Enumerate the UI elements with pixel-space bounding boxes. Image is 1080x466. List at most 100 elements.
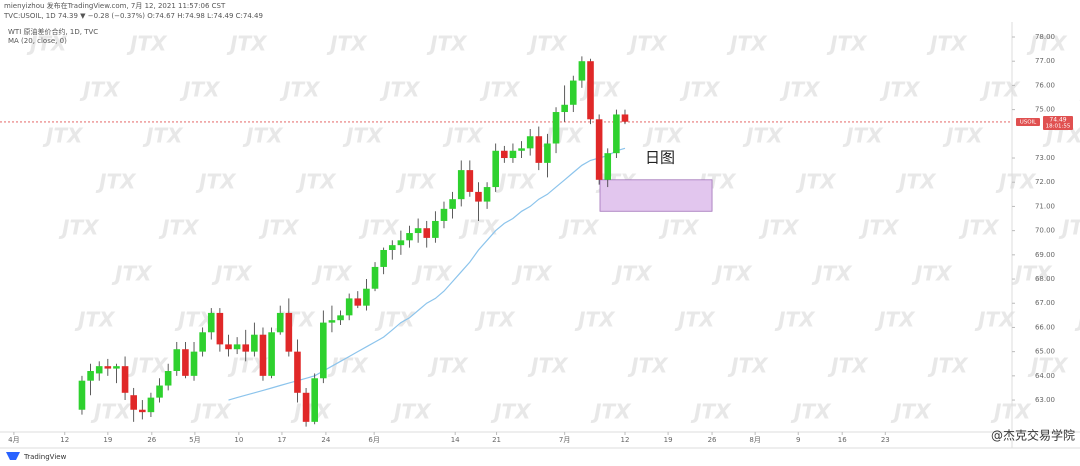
watermark: JTX bbox=[295, 170, 337, 194]
watermark: JTX bbox=[826, 32, 868, 56]
watermark: JTX bbox=[526, 32, 568, 56]
x-tick-label: 26 bbox=[147, 436, 156, 444]
watermark: JTX bbox=[842, 124, 884, 148]
watermark: JTX bbox=[911, 262, 953, 286]
watermark: JTX bbox=[926, 32, 968, 56]
candle-body bbox=[207, 312, 215, 333]
candle-body bbox=[78, 380, 86, 410]
candle-body bbox=[526, 136, 534, 149]
candle-body bbox=[259, 334, 267, 376]
watermark: JTX bbox=[995, 170, 1037, 194]
x-tick-label: 14 bbox=[451, 436, 460, 444]
candle-body bbox=[552, 112, 560, 144]
candle-body bbox=[466, 170, 474, 192]
x-tick-label: 21 bbox=[492, 436, 501, 444]
candle-body bbox=[414, 228, 422, 234]
watermark: JTX bbox=[358, 216, 400, 240]
watermark: JTX bbox=[127, 354, 169, 378]
candle-body bbox=[604, 153, 612, 180]
watermark: JTX bbox=[74, 308, 116, 332]
watermark: JTX bbox=[474, 308, 516, 332]
watermark: JTX bbox=[311, 262, 353, 286]
price-tag: USOIL bbox=[1020, 119, 1037, 125]
candle-body bbox=[423, 228, 431, 238]
candle-body bbox=[363, 288, 370, 306]
candle-body bbox=[294, 351, 301, 393]
watermark: JTX bbox=[290, 400, 332, 424]
watermark: JTX bbox=[558, 216, 600, 240]
watermark: JTX bbox=[726, 32, 768, 56]
candle-body bbox=[173, 349, 181, 372]
watermark: JTX bbox=[258, 216, 300, 240]
candle-body bbox=[457, 170, 465, 200]
watermark: JTX bbox=[790, 400, 832, 424]
symbol-info: TVC:USOIL, 1D 74.39 ▼ −0.28 (−0.37%) O:7… bbox=[3, 12, 263, 20]
watermark: JTX bbox=[79, 78, 121, 102]
candle-body bbox=[449, 199, 456, 209]
watermark: JTX bbox=[590, 400, 632, 424]
watermark: JTX bbox=[874, 308, 916, 332]
watermark: JTX bbox=[427, 354, 469, 378]
watermark: JTX bbox=[979, 78, 1021, 102]
watermark: JTX bbox=[827, 354, 869, 378]
watermark: JTX bbox=[1026, 32, 1068, 56]
candle-body bbox=[345, 298, 353, 316]
candle-body bbox=[380, 249, 387, 267]
countdown: 18:01:55 bbox=[1046, 123, 1071, 129]
candle-body bbox=[440, 208, 448, 221]
publish-info: mienyizhou 发布在TradingView.com, 7月 12, 20… bbox=[4, 1, 226, 10]
y-tick-label: 68.00 bbox=[1035, 275, 1055, 283]
watermark: JTX bbox=[179, 78, 221, 102]
watermark: JTX bbox=[342, 124, 384, 148]
candle-body bbox=[121, 366, 129, 393]
candle-body bbox=[613, 114, 620, 154]
watermark: JTX bbox=[142, 124, 184, 148]
candle-body bbox=[492, 150, 499, 188]
x-tick-label: 17 bbox=[277, 436, 286, 444]
candle-body bbox=[199, 332, 206, 352]
candle-body bbox=[225, 344, 232, 350]
watermark: JTX bbox=[42, 124, 84, 148]
watermark: JTX bbox=[742, 124, 784, 148]
candle-body bbox=[139, 409, 146, 413]
watermark: JTX bbox=[490, 400, 532, 424]
candle-body bbox=[337, 315, 344, 321]
candle-body bbox=[216, 312, 224, 345]
candle-body bbox=[561, 104, 568, 113]
watermark: JTX bbox=[679, 78, 721, 102]
watermark: JTX bbox=[858, 216, 900, 240]
indicator-label: MA (20, close, 0) bbox=[8, 37, 67, 45]
x-tick-label: 12 bbox=[621, 436, 630, 444]
x-tick-label: 24 bbox=[321, 436, 330, 444]
price-tag-box bbox=[1016, 117, 1040, 126]
watermark: JTX bbox=[1058, 216, 1080, 240]
watermark: JTX bbox=[190, 400, 232, 424]
brand: TradingView bbox=[23, 453, 67, 461]
watermark: JTX bbox=[90, 400, 132, 424]
candle-body bbox=[182, 349, 189, 376]
candle-body bbox=[285, 312, 293, 352]
y-tick-label: 70.00 bbox=[1035, 227, 1055, 235]
x-tick-label: 4月 bbox=[8, 436, 19, 444]
x-tick-label: 9 bbox=[796, 436, 800, 444]
watermark: JTX bbox=[958, 216, 1000, 240]
candle-body bbox=[302, 392, 310, 422]
candle-body bbox=[432, 220, 439, 238]
watermark: JTX bbox=[1027, 354, 1069, 378]
candle-body bbox=[354, 298, 362, 306]
y-tick-label: 63.00 bbox=[1035, 396, 1055, 404]
y-tick-label: 67.00 bbox=[1035, 299, 1055, 307]
x-tick-label: 26 bbox=[708, 436, 717, 444]
watermark: JTX bbox=[326, 32, 368, 56]
watermark: JTX bbox=[195, 170, 237, 194]
watermark: JTX bbox=[95, 170, 137, 194]
candle-body bbox=[483, 187, 491, 202]
candle-body bbox=[388, 245, 396, 250]
watermark: JTX bbox=[758, 216, 800, 240]
y-tick-label: 69.00 bbox=[1035, 251, 1055, 259]
candle-body bbox=[509, 150, 517, 159]
candle-body bbox=[397, 240, 405, 246]
watermark: JTX bbox=[279, 78, 321, 102]
candle-body bbox=[113, 366, 120, 369]
